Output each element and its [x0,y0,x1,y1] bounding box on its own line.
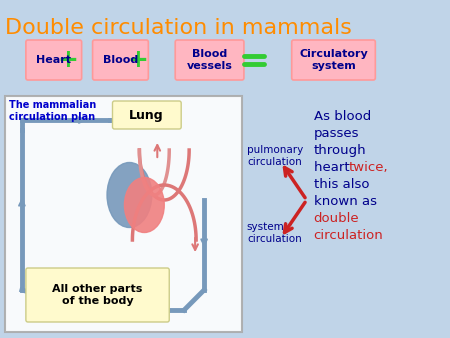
Text: +: + [127,48,148,72]
Text: circulation: circulation [314,229,383,242]
Text: through: through [314,144,366,157]
Text: As blood: As blood [314,110,371,123]
Text: passes: passes [314,127,359,140]
FancyBboxPatch shape [292,40,375,80]
Text: Double circulation in mammals: Double circulation in mammals [5,18,352,38]
Text: The mammalian
circulation plan: The mammalian circulation plan [9,100,96,122]
FancyBboxPatch shape [26,268,169,322]
Text: heart: heart [314,161,354,174]
Text: Blood
vessels: Blood vessels [187,49,233,71]
Text: pulmonary
circulation: pulmonary circulation [247,145,303,167]
FancyBboxPatch shape [26,40,81,80]
Text: Blood: Blood [103,55,138,65]
FancyBboxPatch shape [112,101,181,129]
Text: Lung: Lung [129,108,164,121]
Text: known as: known as [314,195,377,208]
Ellipse shape [107,163,152,227]
Text: +: + [57,48,78,72]
Text: Circulatory
system: Circulatory system [299,49,368,71]
Text: Heart: Heart [36,55,71,65]
Text: double: double [314,212,359,225]
Text: twice,: twice, [348,161,388,174]
Text: this also: this also [314,178,369,191]
FancyBboxPatch shape [5,96,242,332]
Ellipse shape [125,177,164,233]
FancyBboxPatch shape [175,40,244,80]
Text: systemic
circulation: systemic circulation [247,222,302,244]
FancyBboxPatch shape [93,40,148,80]
Text: All other parts
of the body: All other parts of the body [52,284,143,306]
